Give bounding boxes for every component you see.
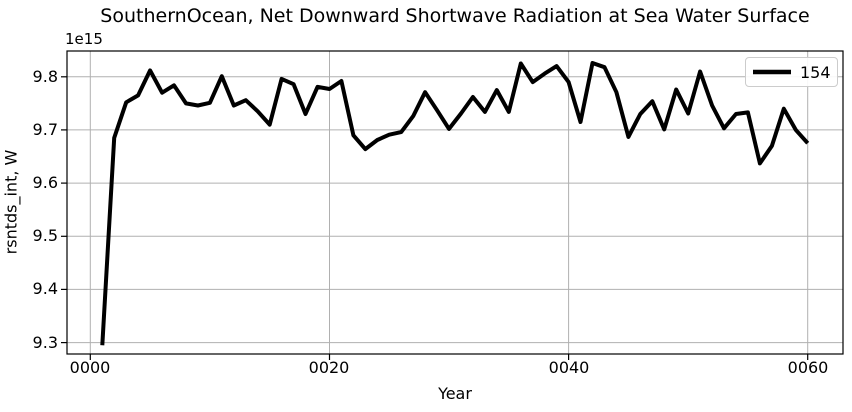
data-line-154	[100, 61, 810, 346]
x-tick-label: 0060	[787, 358, 829, 377]
y-tick-label: 9.6	[32, 173, 58, 192]
x-tick-label: 0020	[308, 358, 350, 377]
axes-spines	[66, 50, 844, 355]
legend: 154	[745, 57, 838, 87]
legend-label: 154	[800, 62, 831, 82]
y-tick-label: 9.7	[32, 120, 58, 139]
x-tick-label: 0000	[69, 358, 111, 377]
x-tick-label: 0040	[548, 358, 590, 377]
legend-line-sample	[753, 69, 791, 75]
y-tick-label: 9.5	[32, 226, 58, 245]
y-axis-offset-label: 1e15	[65, 30, 103, 48]
y-tick-label: 9.8	[32, 67, 58, 86]
x-axis-label: Year	[438, 384, 472, 403]
y-tick-label: 9.3	[32, 333, 58, 352]
y-tick-label: 9.4	[32, 279, 58, 298]
chart-title: SouthernOcean, Net Downward Shortwave Ra…	[100, 5, 810, 27]
